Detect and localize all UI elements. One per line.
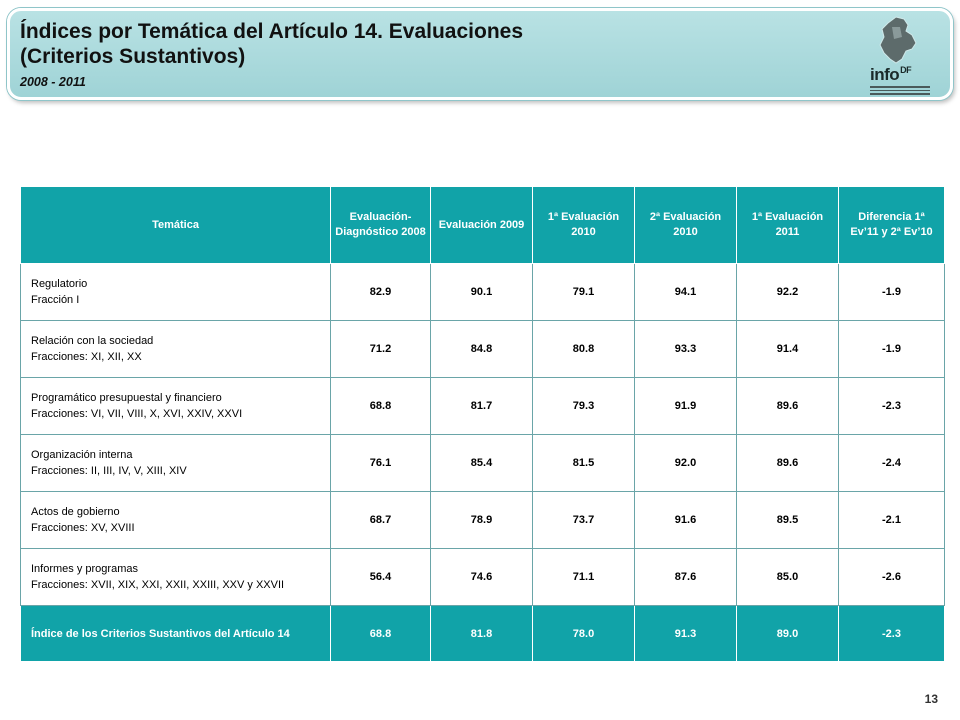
value-cell: 68.7 — [330, 491, 431, 549]
value-cell: 79.1 — [532, 263, 635, 321]
total-value-cell: 81.8 — [430, 605, 533, 662]
page-number: 13 — [924, 692, 938, 706]
title-line-1: Índices por Temática del Artículo 14. Ev… — [20, 20, 524, 43]
diff-cell: -2.1 — [838, 491, 945, 549]
value-cell: 89.6 — [736, 434, 839, 492]
value-cell: 92.2 — [736, 263, 839, 321]
tematica-cell: Programático presupuestal y financiero F… — [20, 377, 331, 435]
value-cell: 76.1 — [330, 434, 431, 492]
value-cell: 84.8 — [430, 320, 533, 378]
tematica-cell: Informes y programas Fracciones: XVII, X… — [20, 548, 331, 606]
tematica-cell: Relación con la sociedad Fracciones: XI,… — [20, 320, 331, 378]
col-header-diferencia: Diferencia 1ª Ev’11 y 2ª Ev’10 — [838, 186, 945, 264]
value-cell: 68.8 — [330, 377, 431, 435]
value-cell: 91.9 — [634, 377, 737, 435]
value-cell: 91.6 — [634, 491, 737, 549]
diff-cell: -2.4 — [838, 434, 945, 492]
value-cell: 90.1 — [430, 263, 533, 321]
value-cell: 71.2 — [330, 320, 431, 378]
value-cell: 94.1 — [634, 263, 737, 321]
evaluations-table: Temática Evaluación-Diagnóstico 2008 Eva… — [20, 186, 945, 662]
table-total-row: Índice de los Criterios Sustantivos del … — [20, 605, 945, 662]
diff-cell: -1.9 — [838, 320, 945, 378]
value-cell: 93.3 — [634, 320, 737, 378]
table-header-row: Temática Evaluación-Diagnóstico 2008 Eva… — [20, 186, 945, 264]
value-cell: 81.7 — [430, 377, 533, 435]
table-row: Relación con la sociedad Fracciones: XI,… — [20, 320, 945, 378]
total-diff-cell: -2.3 — [838, 605, 945, 662]
value-cell: 73.7 — [532, 491, 635, 549]
value-cell: 85.0 — [736, 548, 839, 606]
title-line-2: (Criterios Sustantivos) — [20, 45, 246, 68]
table-row: Actos de gobierno Fracciones: XV, XVIII … — [20, 491, 945, 549]
value-cell: 80.8 — [532, 320, 635, 378]
page-subtitle: 2008 - 2011 — [20, 75, 86, 89]
value-cell: 92.0 — [634, 434, 737, 492]
value-cell: 89.5 — [736, 491, 839, 549]
value-cell: 71.1 — [532, 548, 635, 606]
title-banner: Índices por Temática del Artículo 14. Ev… — [7, 8, 953, 100]
table-row: Programático presupuestal y financiero F… — [20, 377, 945, 435]
city-map-icon — [879, 16, 917, 64]
value-cell: 89.6 — [736, 377, 839, 435]
logo-subtext-lines — [870, 86, 930, 97]
logo-wordmark: infoDF — [870, 65, 912, 84]
value-cell: 91.4 — [736, 320, 839, 378]
value-cell: 79.3 — [532, 377, 635, 435]
value-cell: 81.5 — [532, 434, 635, 492]
diff-cell: -2.6 — [838, 548, 945, 606]
total-value-cell: 78.0 — [532, 605, 635, 662]
value-cell: 87.6 — [634, 548, 737, 606]
col-header-tematica: Temática — [20, 186, 331, 264]
value-cell: 74.6 — [430, 548, 533, 606]
total-label: Índice de los Criterios Sustantivos del … — [20, 605, 331, 662]
col-header-ev2008: Evaluación-Diagnóstico 2008 — [330, 186, 431, 264]
value-cell: 56.4 — [330, 548, 431, 606]
col-header-2ev2010: 2ª Evaluación 2010 — [634, 186, 737, 264]
col-header-1ev2010: 1ª Evaluación 2010 — [532, 186, 635, 264]
diff-cell: -1.9 — [838, 263, 945, 321]
table-row: Informes y programas Fracciones: XVII, X… — [20, 548, 945, 606]
tematica-cell: Regulatorio Fracción I — [20, 263, 331, 321]
total-value-cell: 89.0 — [736, 605, 839, 662]
tematica-cell: Organización interna Fracciones: II, III… — [20, 434, 331, 492]
col-header-ev2009: Evaluación 2009 — [430, 186, 533, 264]
total-value-cell: 68.8 — [330, 605, 431, 662]
table-row: Regulatorio Fracción I 82.9 90.1 79.1 94… — [20, 263, 945, 321]
table-row: Organización interna Fracciones: II, III… — [20, 434, 945, 492]
value-cell: 85.4 — [430, 434, 533, 492]
value-cell: 78.9 — [430, 491, 533, 549]
tematica-cell: Actos de gobierno Fracciones: XV, XVIII — [20, 491, 331, 549]
page-title: Índices por Temática del Artículo 14. Ev… — [20, 19, 780, 69]
total-value-cell: 91.3 — [634, 605, 737, 662]
value-cell: 82.9 — [330, 263, 431, 321]
diff-cell: -2.3 — [838, 377, 945, 435]
info-df-logo: infoDF — [866, 15, 936, 97]
col-header-1ev2011: 1ª Evaluación 2011 — [736, 186, 839, 264]
